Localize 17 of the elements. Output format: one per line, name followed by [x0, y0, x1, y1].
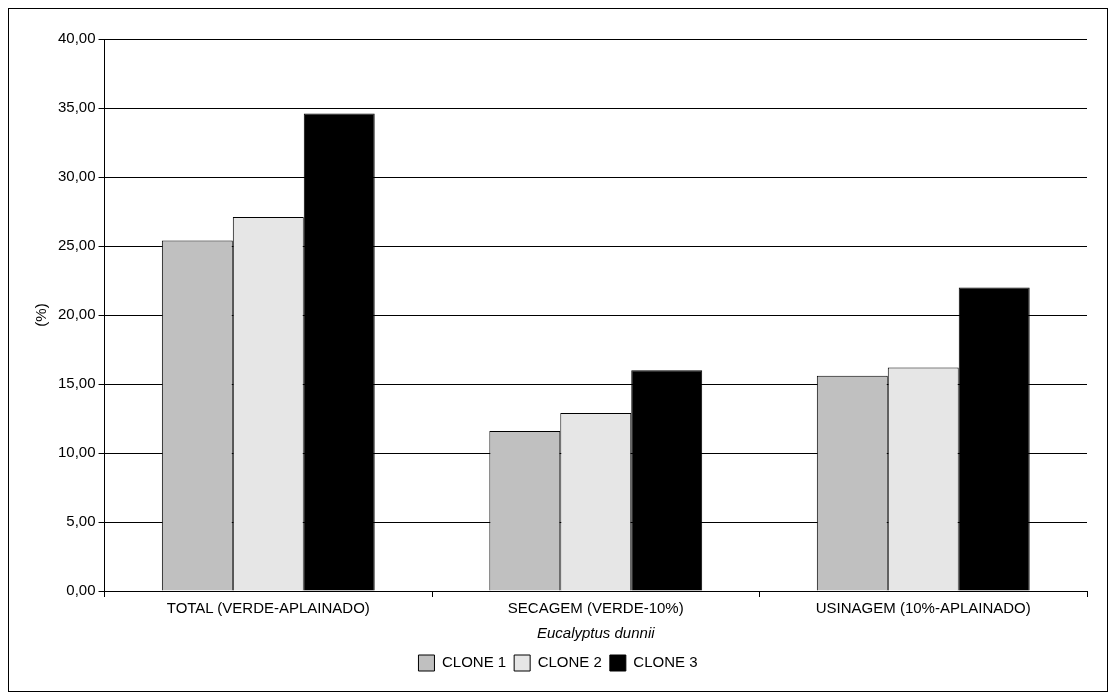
y-tick-label: 30,00: [57, 167, 96, 185]
y-tick-label: 25,00: [57, 236, 96, 254]
x-axis-title: Eucalyptus dunnii: [536, 624, 656, 642]
y-tick-label: 40,00: [57, 29, 96, 47]
y-tick-label: 5,00: [66, 512, 96, 530]
y-tick-label: 10,00: [57, 443, 96, 461]
legend-label: CLONE 3: [633, 653, 698, 671]
legend-label: CLONE 2: [537, 653, 602, 671]
x-tick-label: USINAGEM (10%-APLAINADO): [815, 599, 1031, 617]
y-tick-label: 20,00: [57, 305, 96, 323]
y-tick-label: 35,00: [57, 98, 96, 116]
x-tick-label: SECAGEM (VERDE-10%): [507, 599, 684, 617]
y-axis-title: (%): [32, 303, 50, 327]
x-tick-label: TOTAL (VERDE-APLAINADO): [166, 599, 370, 617]
y-tick-label: 0,00: [66, 581, 96, 599]
legend-label: CLONE 1: [441, 653, 507, 671]
y-tick-label: 15,00: [57, 374, 96, 392]
